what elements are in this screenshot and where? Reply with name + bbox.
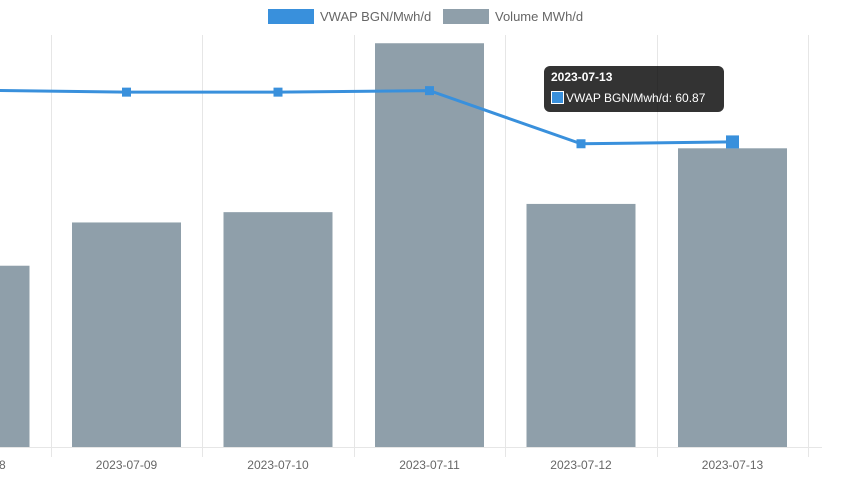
- volume-bar[interactable]: [526, 203, 636, 447]
- x-tick-label: 2023-07-10: [247, 458, 309, 472]
- tooltip: 2023-07-13 VWAP BGN/Mwh/d: 60.87: [544, 66, 724, 112]
- volume-bar[interactable]: [0, 265, 30, 447]
- legend-label-vwap[interactable]: VWAP BGN/Mwh/d: [320, 9, 431, 24]
- volume-bars: [0, 43, 787, 448]
- vwap-series-line: [0, 88, 733, 146]
- volume-bar[interactable]: [223, 212, 333, 447]
- x-tick-label: 2023-07-11: [399, 458, 460, 472]
- volume-bar[interactable]: [375, 43, 484, 448]
- x-axis-ticks: 2023-07-08 2023-07-09 2023-07-10 2023-07-11…: [0, 458, 764, 472]
- x-tick-label: 2023-07-13: [702, 458, 764, 472]
- vwap-point[interactable]: [122, 87, 131, 97]
- tooltip-swatch: [551, 91, 564, 104]
- vwap-point[interactable]: [425, 86, 434, 96]
- x-tick-label: 2023-07-09: [96, 458, 158, 472]
- vwap-point[interactable]: [273, 87, 283, 97]
- volume-bar[interactable]: [72, 222, 181, 447]
- x-tick-label: 2023-07-08: [0, 458, 6, 472]
- vwap-line: [0, 86, 739, 149]
- legend[interactable]: VWAP BGN/Mwh/d Volume MWh/d: [268, 9, 583, 24]
- x-tick-label: 2023-07-12: [550, 458, 612, 472]
- legend-label-volume[interactable]: Volume MWh/d: [495, 9, 583, 24]
- tooltip-title: 2023-07-13: [551, 70, 613, 84]
- legend-swatch-vwap[interactable]: [268, 9, 314, 24]
- legend-swatch-volume[interactable]: [443, 9, 489, 24]
- vwap-point-active[interactable]: [726, 135, 739, 149]
- tooltip-label: VWAP BGN/Mwh/d: 60.87: [566, 91, 706, 105]
- tooltip-body: VWAP BGN/Mwh/d: 60.87: [551, 91, 705, 105]
- vwap-point[interactable]: [576, 139, 586, 149]
- volume-bar[interactable]: [678, 148, 787, 448]
